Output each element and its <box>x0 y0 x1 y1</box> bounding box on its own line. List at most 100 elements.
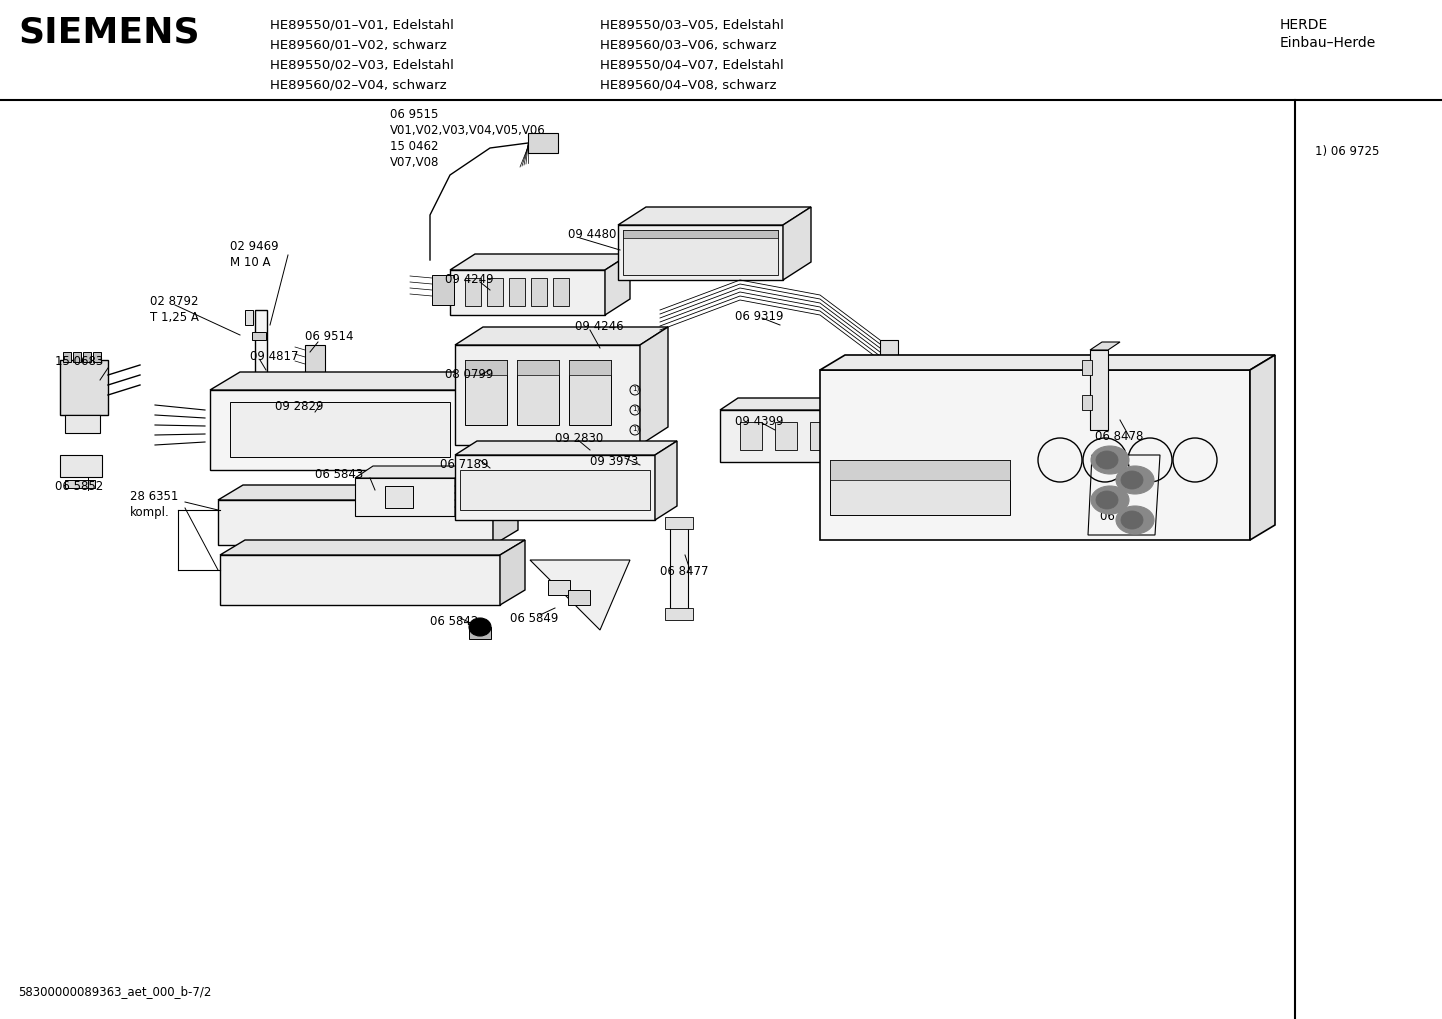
Polygon shape <box>493 485 518 545</box>
Bar <box>464 360 508 425</box>
Text: 06 9515
V01,V02,V03,V04,V05,V06
15 0462
V07,V08: 06 9515 V01,V02,V03,V04,V05,V06 15 0462 … <box>389 108 545 169</box>
Bar <box>255 310 267 440</box>
Bar <box>570 360 611 425</box>
Bar <box>252 332 265 340</box>
Ellipse shape <box>469 618 490 636</box>
Bar <box>61 360 108 415</box>
Bar <box>880 340 898 375</box>
Bar <box>568 590 590 605</box>
Bar <box>623 230 779 238</box>
Bar <box>92 352 101 362</box>
Text: 09 4480: 09 4480 <box>568 228 616 242</box>
Bar <box>774 422 797 450</box>
Bar <box>1090 350 1107 430</box>
Text: HE89550/04–V07, Edelstahl: HE89550/04–V07, Edelstahl <box>600 58 784 71</box>
Bar <box>65 480 95 488</box>
Bar <box>469 627 490 639</box>
Bar <box>720 410 865 462</box>
Bar <box>450 270 606 315</box>
Bar <box>65 415 99 433</box>
Polygon shape <box>720 398 883 410</box>
Polygon shape <box>450 254 630 270</box>
Bar <box>456 345 640 445</box>
Ellipse shape <box>1092 446 1129 474</box>
Bar <box>433 275 454 305</box>
Text: 02 8792
T 1,25 A: 02 8792 T 1,25 A <box>150 294 199 324</box>
Bar <box>810 422 832 450</box>
Ellipse shape <box>1120 511 1144 529</box>
Polygon shape <box>355 466 473 478</box>
Bar <box>509 278 525 306</box>
Text: 06 9319: 06 9319 <box>735 310 783 323</box>
Polygon shape <box>865 398 883 462</box>
Text: HE89550/01–V01, Edelstahl: HE89550/01–V01, Edelstahl <box>270 18 454 31</box>
Text: 1): 1) <box>632 425 639 431</box>
Bar <box>831 460 1009 515</box>
Polygon shape <box>655 441 676 520</box>
Bar <box>218 500 493 545</box>
Text: 09 4399: 09 4399 <box>735 415 783 428</box>
Bar <box>211 390 470 470</box>
Bar <box>552 278 570 306</box>
Polygon shape <box>218 485 518 500</box>
Text: 02 9469
M 10 A: 02 9469 M 10 A <box>231 240 278 269</box>
Text: 1): 1) <box>632 385 639 391</box>
Text: HE89550/02–V03, Edelstahl: HE89550/02–V03, Edelstahl <box>270 58 454 71</box>
Polygon shape <box>456 327 668 345</box>
Text: 58300000089363_aet_000_b-7/2: 58300000089363_aet_000_b-7/2 <box>17 985 212 998</box>
Text: HE89550/03–V05, Edelstahl: HE89550/03–V05, Edelstahl <box>600 18 784 31</box>
Text: 06 5852: 06 5852 <box>55 480 104 493</box>
Bar <box>74 352 81 362</box>
Text: Einbau–Herde: Einbau–Herde <box>1280 36 1376 50</box>
Text: 1): 1) <box>632 405 639 412</box>
Bar <box>231 403 450 457</box>
Text: 15 0683: 15 0683 <box>55 355 104 368</box>
Text: 09 4817: 09 4817 <box>249 350 298 363</box>
Ellipse shape <box>1116 466 1154 494</box>
Text: 08 0799: 08 0799 <box>446 368 493 381</box>
Bar <box>518 360 559 375</box>
Bar <box>665 517 694 529</box>
Polygon shape <box>221 540 525 555</box>
Polygon shape <box>619 207 810 225</box>
Ellipse shape <box>1096 451 1118 469</box>
Polygon shape <box>500 540 525 605</box>
Polygon shape <box>470 372 500 470</box>
Text: HERDE: HERDE <box>1280 18 1328 32</box>
Ellipse shape <box>1096 491 1118 510</box>
Text: 09 3973: 09 3973 <box>590 455 639 468</box>
Bar <box>665 608 694 620</box>
Text: 06 5842: 06 5842 <box>430 615 479 628</box>
Bar <box>460 470 650 510</box>
Bar <box>820 370 1250 540</box>
Text: 06 9514: 06 9514 <box>306 330 353 343</box>
Text: 06 7189: 06 7189 <box>440 458 489 471</box>
Ellipse shape <box>1120 471 1144 489</box>
Polygon shape <box>640 327 668 445</box>
Bar <box>518 360 559 425</box>
Polygon shape <box>820 355 1275 370</box>
Ellipse shape <box>1092 486 1129 514</box>
Text: 06 9722: 06 9722 <box>1100 510 1149 523</box>
Text: 09 2829: 09 2829 <box>275 400 323 413</box>
Bar <box>306 345 324 373</box>
Polygon shape <box>531 560 630 630</box>
Text: HE89560/04–V08, schwarz: HE89560/04–V08, schwarz <box>600 78 776 91</box>
Text: 09 2830: 09 2830 <box>555 432 603 445</box>
Bar <box>740 422 761 450</box>
Text: 06 8478: 06 8478 <box>1094 430 1144 443</box>
Polygon shape <box>211 372 500 390</box>
Bar <box>831 460 1009 480</box>
Bar <box>63 352 71 362</box>
Bar <box>355 478 456 516</box>
Bar <box>531 278 547 306</box>
Bar <box>464 278 482 306</box>
Bar <box>1082 395 1092 410</box>
Polygon shape <box>456 441 676 455</box>
Bar <box>456 455 655 520</box>
Bar <box>619 225 783 280</box>
Text: HE89560/03–V06, schwarz: HE89560/03–V06, schwarz <box>600 38 777 51</box>
Text: 09 4246: 09 4246 <box>575 320 623 333</box>
Bar <box>245 310 252 325</box>
Text: 09 4249: 09 4249 <box>446 273 493 286</box>
